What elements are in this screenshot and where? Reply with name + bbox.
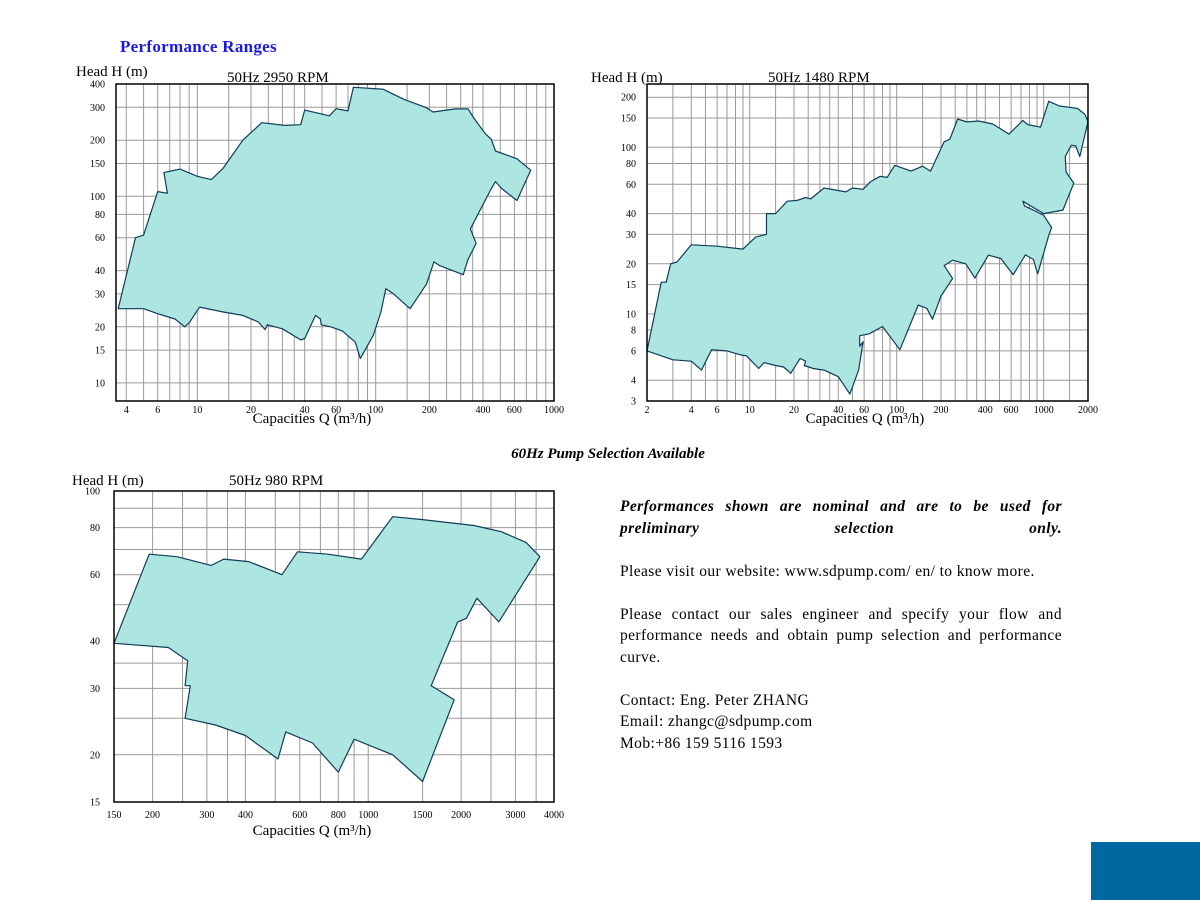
x-tick-label: 150 bbox=[107, 810, 122, 821]
y-tick-label: 200 bbox=[621, 93, 636, 104]
chart-title: 50Hz 1480 RPM bbox=[768, 70, 870, 86]
x-tick-label: 60 bbox=[331, 405, 341, 416]
x-tick-label: 4 bbox=[124, 405, 129, 416]
contact-email: Email: zhangc@sdpump.com bbox=[620, 713, 813, 730]
x-tick-label: 20 bbox=[246, 405, 256, 416]
y-tick-label: 60 bbox=[626, 180, 636, 191]
chart-title: 50Hz 980 RPM bbox=[229, 473, 323, 489]
x-tick-label: 200 bbox=[422, 405, 437, 416]
y-tick-label: 30 bbox=[95, 289, 105, 300]
y-tick-label: 80 bbox=[626, 159, 636, 170]
chart-2950rpm: 4 6 10 20 40 60 100 200 400 600 1000 10 15 20 30 40 60 80… bbox=[76, 64, 564, 427]
x-tick-label: 40 bbox=[833, 405, 843, 416]
x-tick-label: 600 bbox=[507, 405, 522, 416]
x-tick-label: 6 bbox=[155, 405, 160, 416]
y-tick-label: 400 bbox=[90, 80, 105, 91]
x-tick-label: 1000 bbox=[1034, 405, 1054, 416]
notes-panel: Performances shown are nominal and are t… bbox=[620, 496, 1062, 754]
page-title: Performance Ranges bbox=[120, 37, 277, 56]
x-tick-label: 400 bbox=[476, 405, 491, 416]
preliminary-note: Performances shown are nominal and are t… bbox=[620, 498, 1062, 537]
x-tick-label: 600 bbox=[1004, 405, 1019, 416]
x-tick-label: 1000 bbox=[544, 405, 564, 416]
x-tick-label: 40 bbox=[300, 405, 310, 416]
x-axis-label: Capacities Q (m³/h) bbox=[253, 411, 372, 427]
chart-title: 50Hz 2950 RPM bbox=[227, 70, 329, 86]
x-tick-label: 100 bbox=[889, 405, 904, 416]
x-tick-label: 2 bbox=[645, 405, 650, 416]
contact-mobile: Mob:+86 159 5116 1593 bbox=[620, 734, 783, 752]
y-tick-label: 15 bbox=[626, 280, 636, 291]
y-tick-label: 30 bbox=[90, 684, 100, 695]
y-tick-label: 100 bbox=[85, 487, 100, 498]
x-tick-label: 4 bbox=[689, 405, 694, 416]
y-tick-label: 300 bbox=[90, 103, 105, 114]
y-tick-label: 150 bbox=[90, 159, 105, 170]
selection-note: 60Hz Pump Selection Available bbox=[511, 446, 705, 462]
y-axis-label: Head H (m) bbox=[72, 473, 144, 489]
x-tick-label: 1500 bbox=[413, 810, 433, 821]
y-tick-label: 60 bbox=[90, 570, 100, 581]
y-tick-label: 15 bbox=[90, 798, 100, 809]
y-tick-label: 200 bbox=[90, 136, 105, 147]
plot-frame bbox=[646, 83, 1089, 402]
performance-region bbox=[117, 86, 532, 360]
x-tick-label: 2000 bbox=[451, 810, 471, 821]
x-tick-label: 10 bbox=[745, 405, 755, 416]
plot-frame bbox=[113, 490, 555, 803]
x-tick-label: 60 bbox=[859, 405, 869, 416]
x-tick-label: 3000 bbox=[505, 810, 525, 821]
x-tick-label: 20 bbox=[789, 405, 799, 416]
y-tick-label: 100 bbox=[90, 192, 105, 203]
y-axis-label: Head H (m) bbox=[76, 64, 148, 80]
x-tick-label: 6 bbox=[715, 405, 720, 416]
y-tick-label: 10 bbox=[95, 378, 105, 389]
contact-request-note: Please contact our sales engineer and sp… bbox=[620, 605, 1062, 666]
y-tick-label: 40 bbox=[626, 209, 636, 220]
y-tick-label: 40 bbox=[90, 637, 100, 648]
contact-name: Contact: Eng. Peter ZHANG bbox=[620, 691, 810, 709]
y-tick-label: 4 bbox=[631, 376, 636, 387]
y-tick-label: 30 bbox=[626, 230, 636, 241]
x-tick-label: 800 bbox=[331, 810, 346, 821]
y-tick-label: 20 bbox=[90, 750, 100, 761]
performance-region bbox=[646, 100, 1089, 395]
x-tick-label: 300 bbox=[199, 810, 214, 821]
y-tick-label: 100 bbox=[621, 143, 636, 154]
y-tick-label: 10 bbox=[626, 309, 636, 320]
y-tick-label: 40 bbox=[95, 266, 105, 277]
performance-region bbox=[113, 516, 541, 783]
x-tick-label: 10 bbox=[192, 405, 202, 416]
x-tick-label: 600 bbox=[292, 810, 307, 821]
chart-1480rpm: 2 4 6 10 20 40 60 100 200 400 600 1000 2000 3 4 6 8 10 15 2… bbox=[591, 70, 1098, 427]
y-tick-label: 150 bbox=[621, 114, 636, 125]
website-note: Please visit our website: www.sdpump.com… bbox=[620, 562, 1035, 580]
x-tick-label: 4000 bbox=[544, 810, 564, 821]
x-axis-label: Capacities Q (m³/h) bbox=[806, 411, 925, 427]
y-tick-label: 60 bbox=[95, 233, 105, 244]
contact-block: Contact: Eng. Peter ZHANG Email: zhangc@… bbox=[620, 690, 1062, 755]
y-axis-label: Head H (m) bbox=[591, 70, 663, 86]
x-axis-label: Capacities Q (m³/h) bbox=[253, 823, 372, 839]
x-tick-label: 200 bbox=[934, 405, 949, 416]
y-tick-label: 8 bbox=[631, 326, 636, 337]
x-tick-label: 200 bbox=[145, 810, 160, 821]
y-tick-label: 6 bbox=[631, 346, 636, 357]
x-tick-label: 400 bbox=[238, 810, 253, 821]
x-tick-label: 100 bbox=[368, 405, 383, 416]
y-tick-label: 3 bbox=[631, 397, 636, 408]
plot-frame bbox=[115, 83, 555, 402]
corner-block bbox=[1091, 842, 1200, 900]
chart-980rpm: 150 200 300 400 600 800 1000 1500 2000 3000 4000 15… bbox=[72, 473, 564, 839]
x-tick-label: 400 bbox=[978, 405, 993, 416]
y-tick-label: 80 bbox=[90, 523, 100, 534]
y-tick-label: 80 bbox=[95, 210, 105, 221]
y-tick-label: 20 bbox=[626, 259, 636, 270]
y-tick-label: 20 bbox=[95, 322, 105, 333]
y-tick-label: 15 bbox=[95, 346, 105, 357]
x-tick-label: 1000 bbox=[358, 810, 378, 821]
x-tick-label: 2000 bbox=[1078, 405, 1098, 416]
